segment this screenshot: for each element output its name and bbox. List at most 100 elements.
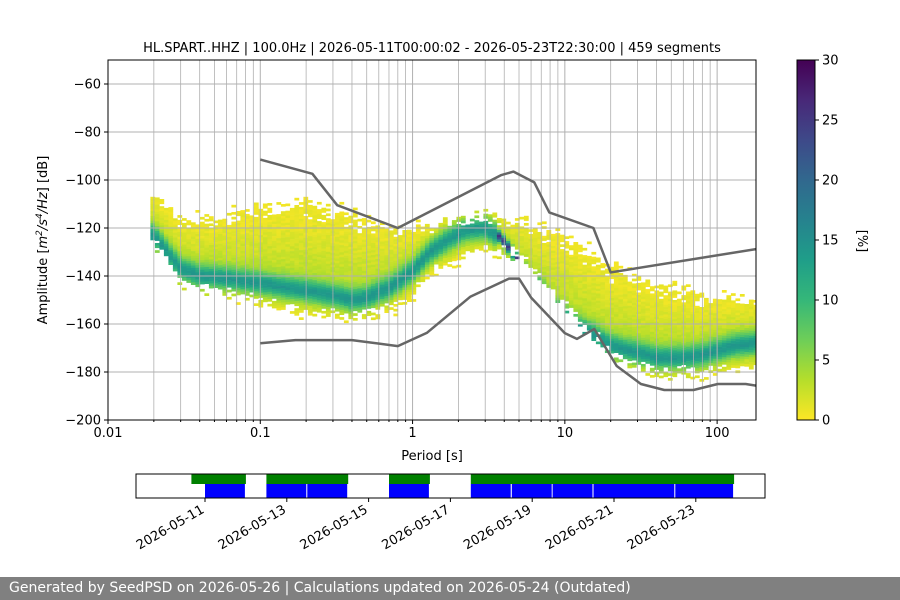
heatmap-cell [307, 272, 313, 275]
heatmap-cell [649, 315, 655, 318]
heatmap-cell [393, 280, 399, 283]
heatmap-cell [321, 277, 327, 280]
heatmap-cell [231, 243, 237, 246]
heatmap-cell [685, 327, 691, 331]
heatmap-cell [384, 257, 390, 261]
heatmap-cell [316, 271, 322, 275]
heatmap-cell [411, 241, 417, 245]
heatmap-cell [685, 356, 691, 359]
heatmap-cell [186, 280, 192, 283]
heatmap-cell [649, 351, 655, 354]
heatmap-cell [618, 352, 624, 355]
heatmap-cell [649, 375, 655, 378]
heatmap-cell [307, 281, 313, 285]
heatmap-cell [240, 246, 246, 249]
heatmap-cell [393, 287, 399, 290]
heatmap-cell [343, 250, 349, 254]
heatmap-cell [366, 289, 372, 292]
heatmap-cell [402, 290, 408, 293]
heatmap-cell [640, 330, 646, 334]
heatmap-cell [276, 252, 282, 256]
heatmap-cell [307, 308, 313, 311]
heatmap-cell [420, 267, 426, 271]
heatmap-cell [424, 259, 430, 263]
heatmap-cell [357, 250, 363, 253]
heatmap-cell [258, 271, 264, 274]
heatmap-cell [208, 245, 214, 248]
heatmap-cell [739, 325, 745, 328]
heatmap-cell [582, 247, 588, 251]
heatmap-cell [150, 218, 156, 222]
heatmap-cell [177, 253, 183, 257]
heatmap-cell [739, 320, 745, 324]
heatmap-cell [312, 210, 318, 214]
heatmap-cell [667, 308, 673, 312]
heatmap-cell [177, 231, 183, 235]
heatmap-cell [699, 292, 705, 296]
heatmap-cell [208, 264, 214, 267]
heatmap-cell [190, 267, 196, 271]
heatmap-cell [348, 225, 354, 228]
heatmap-cell [334, 234, 340, 238]
heatmap-cell [294, 308, 300, 311]
heatmap-cell [240, 229, 246, 232]
heatmap-cell [420, 238, 426, 242]
heatmap-cell [415, 238, 421, 242]
heatmap-cell [433, 240, 439, 243]
heatmap-cell [217, 253, 223, 256]
heatmap-cell [739, 354, 745, 357]
heatmap-cell [591, 304, 597, 308]
heatmap-cell [658, 294, 664, 297]
heatmap-cell [627, 303, 633, 306]
heatmap-cell [415, 255, 421, 259]
heatmap-cell [366, 301, 372, 304]
heatmap-cell [213, 261, 219, 264]
heatmap-cell [474, 222, 480, 226]
heatmap-cell [348, 285, 354, 288]
heatmap-cell [289, 229, 295, 233]
heatmap-cell [541, 257, 547, 261]
heatmap-cell [546, 263, 552, 267]
heatmap-cell [262, 232, 268, 235]
heatmap-cell [213, 242, 219, 245]
heatmap-cell [694, 320, 700, 323]
heatmap-cell [199, 231, 205, 234]
heatmap-cell [622, 342, 628, 345]
heatmap-cell [222, 218, 228, 222]
heatmap-cell [685, 315, 691, 319]
heatmap-cell [712, 341, 718, 345]
heatmap-cell [721, 311, 727, 315]
heatmap-cell [676, 358, 682, 362]
heatmap-cell [276, 298, 282, 301]
heatmap-cell [222, 271, 228, 275]
heatmap-cell [334, 299, 340, 302]
heatmap-cell [649, 310, 655, 313]
heatmap-cell [366, 258, 372, 261]
heatmap-cell [244, 278, 250, 282]
heatmap-cell [316, 228, 322, 231]
heatmap-cell [474, 234, 480, 238]
heatmap-cell [195, 253, 201, 256]
heatmap-cell [231, 238, 237, 242]
heatmap-cell [280, 283, 286, 286]
heatmap-cell [199, 238, 205, 242]
heatmap-cell [735, 320, 741, 323]
heatmap-cell [600, 282, 606, 285]
heatmap-cell [150, 228, 156, 231]
heatmap-cell [753, 316, 756, 320]
heatmap-cell [726, 333, 732, 337]
heatmap-cell [154, 197, 160, 201]
heatmap-cell [667, 301, 673, 304]
heatmap-cell [240, 286, 246, 290]
heatmap-cell [397, 239, 403, 243]
heatmap-cell [703, 338, 709, 342]
heatmap-cell [298, 300, 304, 304]
heatmap-cell [667, 327, 673, 331]
heatmap-cell [388, 252, 394, 255]
heatmap-cell [573, 273, 579, 276]
heatmap-cell [388, 268, 394, 272]
heatmap-cell [159, 223, 165, 226]
heatmap-cell [447, 240, 453, 243]
heatmap-cell [402, 280, 408, 284]
heatmap-cell [699, 326, 705, 329]
